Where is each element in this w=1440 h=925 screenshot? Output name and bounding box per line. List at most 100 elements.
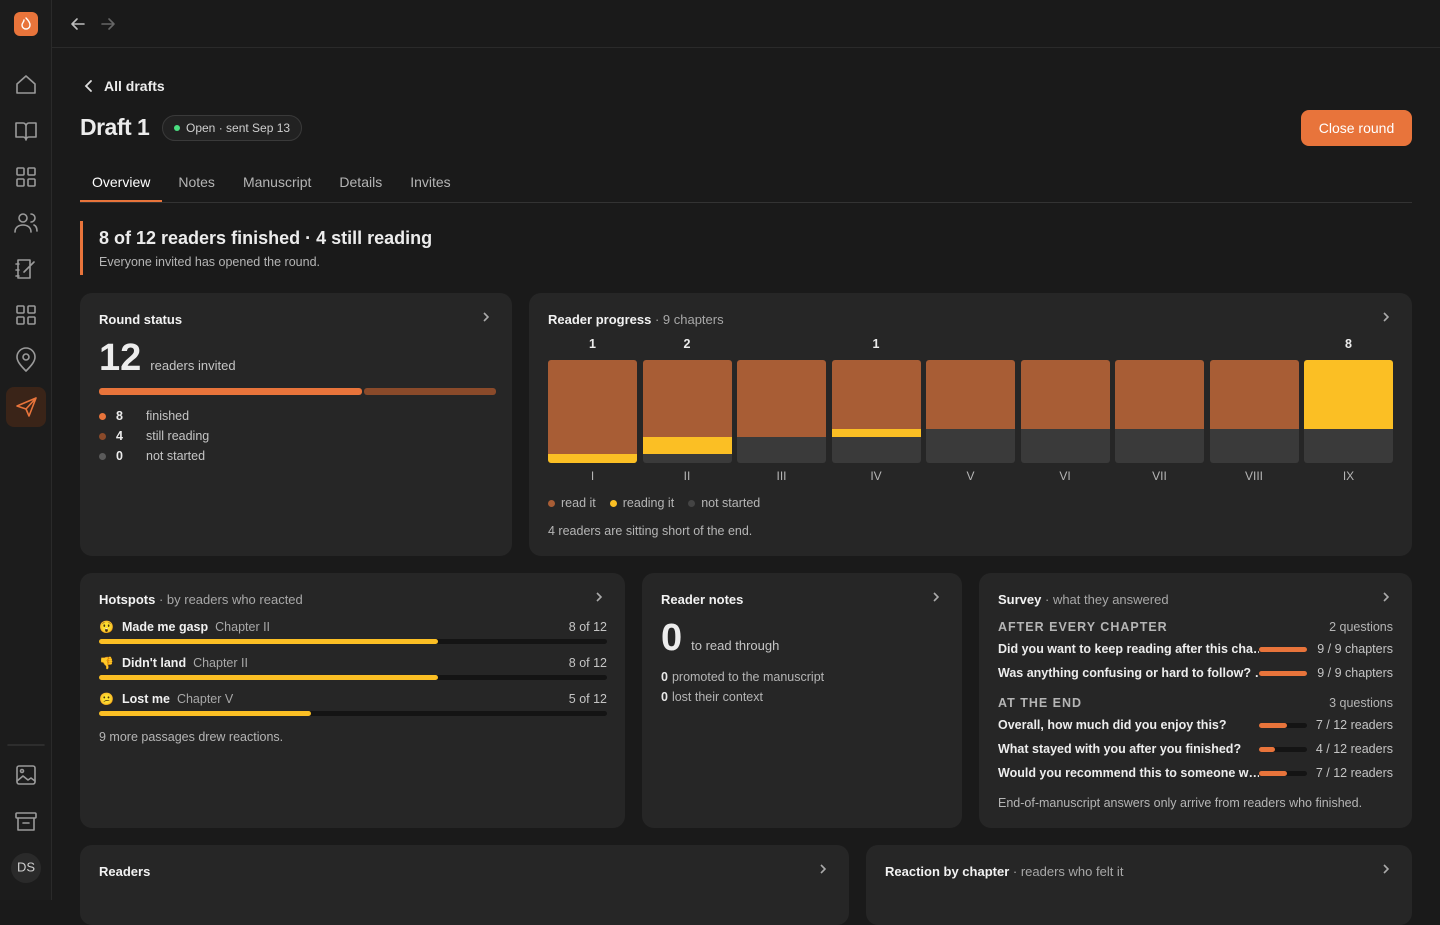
hotspot-track: [99, 675, 607, 680]
legend-dot: [99, 452, 106, 460]
hotspot-bar: [99, 675, 438, 680]
bar-segment: [642, 360, 732, 438]
legend-label: not started: [146, 449, 206, 463]
card-title: Hotspots · by readers who reacted: [99, 592, 303, 607]
survey-card[interactable]: Survey · what they answered AFTER EVERY …: [979, 573, 1412, 828]
x-tick-label: VI: [1059, 469, 1071, 483]
invited-count: 12: [99, 337, 142, 379]
hotspot-emoji: 😕: [99, 692, 114, 706]
hotspot-emoji: 😲: [99, 620, 114, 634]
legend-label: still reading: [146, 429, 210, 443]
legend-item: reading it: [609, 496, 675, 510]
hotspot-label: Lost me: [122, 692, 170, 706]
count-label: to read through: [691, 638, 780, 653]
survey-section-header: AT THE END 3 questions: [998, 693, 1393, 713]
bar-top-label: 2: [683, 337, 691, 351]
survey-section-header: AFTER EVERY CHAPTER 2 questions: [998, 617, 1393, 637]
hotspot-bar: [99, 639, 438, 644]
bar-segment: [831, 360, 921, 429]
bar-segment: [548, 454, 637, 463]
notes-line: 0 promoted to the manuscript: [661, 667, 824, 687]
x-tick-label: VII: [1152, 469, 1167, 483]
question-track: [1259, 722, 1307, 728]
reaction-by-chapter-card[interactable]: Reaction by chapter · readers who felt i…: [866, 845, 1412, 925]
readers-card[interactable]: Readers: [80, 845, 849, 925]
status-legend: 8 finished 4 still reading 0 not started: [99, 406, 209, 466]
question-bar: [1259, 722, 1287, 728]
progress-note: 4 readers are sitting short of the end.: [548, 524, 753, 538]
survey-question: Did you want to keep reading after this …: [998, 637, 1393, 661]
hotspot-chapter: Chapter II: [193, 656, 248, 670]
card-title: Survey · what they answered: [998, 592, 1169, 607]
title: Survey: [998, 592, 1042, 607]
invited-label: readers invited: [150, 358, 236, 373]
question-label: 9 / 9 chapters: [1317, 642, 1393, 656]
tab[interactable]: Manuscript: [242, 174, 312, 190]
hotspot-track: [99, 639, 607, 644]
card-title: Reaction by chapter · readers who felt i…: [885, 864, 1123, 879]
hotspot-label: Didn't land: [122, 656, 187, 670]
bar-stack: [1304, 360, 1393, 463]
tab[interactable]: Details: [339, 174, 383, 190]
legend-row: 8 finished: [99, 406, 209, 426]
question-text[interactable]: Overall, how much did you enjoy this?: [998, 718, 1227, 732]
question-text[interactable]: What stayed with you after you finished?: [998, 742, 1242, 756]
question-label: 9 / 9 chapters: [1317, 666, 1393, 680]
hotspot-count: 8 of 12: [568, 656, 607, 670]
bar-segment: [926, 428, 1015, 463]
status-label: Open · sent Sep 13: [186, 121, 291, 135]
status-badge: Open · sent Sep 13: [162, 115, 303, 141]
x-tick-label: I: [590, 469, 595, 483]
bar-segment: [642, 437, 732, 455]
tab[interactable]: Notes: [178, 174, 215, 190]
legend-label: reading it: [622, 496, 675, 510]
notes-line-count: 0: [661, 690, 668, 704]
question-track: [1259, 670, 1307, 676]
survey-question: Overall, how much did you enjoy this? 7 /…: [998, 713, 1393, 737]
chevron: [483, 312, 490, 322]
question-text[interactable]: Was anything confusing or hard to follow…: [998, 666, 1259, 680]
tab[interactable]: Overview: [80, 170, 163, 202]
bar-stack: [926, 360, 1015, 463]
bar-stack: [1020, 360, 1110, 463]
close-round-button[interactable]: Close round: [1301, 110, 1412, 146]
bar-stack: [737, 360, 826, 463]
bar-stack: [642, 360, 732, 463]
chevron: [596, 592, 603, 602]
back-link[interactable]: All drafts: [80, 76, 165, 96]
card-title: Readers: [99, 864, 151, 879]
legend-label: read it: [561, 496, 596, 510]
x-tick-label: II: [683, 469, 691, 483]
bar-segment: [1020, 360, 1110, 429]
question-text[interactable]: Did you want to keep reading after this …: [998, 642, 1259, 656]
bar-segment: [1115, 428, 1204, 463]
x-tick-label: VIII: [1244, 469, 1263, 483]
reader-notes-card[interactable]: Reader notes 0 to read through 0 promoted…: [642, 573, 962, 828]
hotspot-row: 😕 Lost me Chapter V 5 of 12: [99, 689, 607, 709]
tab[interactable]: Invites: [410, 174, 451, 190]
bar-segment: [737, 437, 826, 463]
chevron: [820, 864, 827, 874]
chevron: [1383, 312, 1390, 322]
reader-progress-card[interactable]: Reader progress · 9 chapters 1 I 2 II III 1 IV…: [529, 293, 1412, 556]
banner-title: 8 of 12 readers finished · 4 still readi…: [99, 228, 433, 248]
card-title: Reader progress · 9 chapters: [548, 312, 724, 327]
legend-dot: [99, 432, 106, 440]
chevron: [1383, 592, 1390, 602]
question-track: [1259, 646, 1307, 652]
nav-arrows[interactable]: [52, 0, 132, 48]
avatar: DS: [17, 859, 35, 874]
notes-count: 0 to read through: [661, 617, 779, 660]
x-tick-label: IX: [1342, 469, 1355, 483]
legend-dot: [609, 499, 617, 507]
card-title: Reader notes: [661, 592, 744, 607]
question-text[interactable]: Would you recommend this to someone w…: [998, 766, 1259, 780]
bar-segment: [831, 428, 921, 438]
legend-row: 4 still reading: [99, 426, 209, 446]
bar-stack: [1209, 360, 1299, 463]
hotspots-card[interactable]: Hotspots · by readers who reacted 9 more…: [80, 573, 625, 828]
round-status-card[interactable]: Round status 12 readers invited 8 finishe…: [80, 293, 512, 556]
subtitle: · readers who felt it: [1012, 864, 1124, 879]
bar-stack: [1115, 360, 1204, 463]
hotspot-chapter: Chapter V: [176, 692, 234, 706]
